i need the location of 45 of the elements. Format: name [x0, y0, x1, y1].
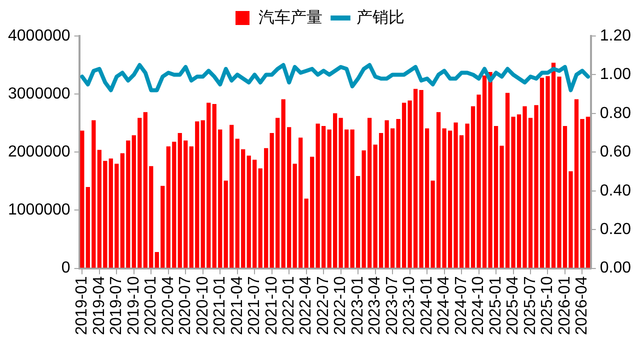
legend-label: 产销比 — [356, 8, 404, 26]
bar — [80, 130, 84, 268]
y2-tick-label: 1.20 — [600, 27, 632, 44]
y-tick-label: 0 — [61, 260, 70, 277]
x-tick-label: 2025-07 — [522, 276, 539, 335]
y2-tick-label: 0.00 — [600, 260, 632, 277]
y-tick-label: 1000000 — [8, 202, 70, 219]
x-tick-label: 2024-10 — [470, 276, 488, 335]
x-tick-label: 2022-01 — [280, 276, 298, 335]
x-tick-label: 2022-10 — [332, 276, 350, 335]
y2-tick-label: 0.40 — [600, 182, 632, 200]
x-tick-label: 2020-07 — [177, 276, 194, 335]
x-tick-label: 2021-10 — [263, 276, 280, 335]
y2-tick-label: 0.80 — [600, 104, 632, 122]
x-tick-label: 2021-07 — [246, 276, 264, 335]
x-tick-label: 2024-07 — [452, 276, 470, 335]
legend-label: 汽车产量 — [258, 8, 322, 26]
y2-tick-label: 0.60 — [600, 144, 632, 161]
x-tick-label: 2020-01 — [142, 276, 160, 335]
y-tick-label: 4000000 — [8, 27, 70, 44]
x-tick-label: 2023-01 — [349, 276, 366, 335]
x-tick-label: 2023-07 — [384, 276, 401, 335]
x-tick-label: 2024-04 — [436, 276, 453, 335]
y-tick-label: 2000000 — [8, 144, 70, 161]
x-tick-label: 2025-10 — [539, 276, 556, 335]
x-tick-label: 2020-10 — [194, 276, 212, 335]
x-tick-label: 2026-01 — [556, 276, 574, 335]
x-tick-label: 2025-04 — [504, 276, 522, 335]
x-tick-label: 2019-07 — [108, 276, 126, 335]
x-tick-label: 2021-01 — [212, 276, 229, 335]
x-tick-label: 2022-07 — [314, 276, 332, 335]
y2-tick-label: 1.00 — [600, 66, 632, 84]
x-tick-label: 2026-04 — [574, 276, 591, 335]
x-tick-label: 2020-04 — [160, 276, 177, 335]
x-tick-label: 2022-04 — [298, 276, 315, 335]
x-tick-label: 2024-01 — [418, 276, 436, 335]
y-tick-label: 3000000 — [8, 85, 70, 102]
x-tick-label: 2019-01 — [74, 276, 91, 335]
x-tick-label: 2023-10 — [401, 276, 418, 335]
x-tick-label: 2025-01 — [487, 276, 504, 335]
x-tick-label: 2021-04 — [228, 276, 246, 335]
x-tick-label: 2019-10 — [125, 276, 142, 335]
y2-tick-label: 0.20 — [600, 220, 632, 238]
x-tick-label: 2023-04 — [366, 276, 384, 335]
x-tick-label: 2019-04 — [90, 276, 108, 335]
